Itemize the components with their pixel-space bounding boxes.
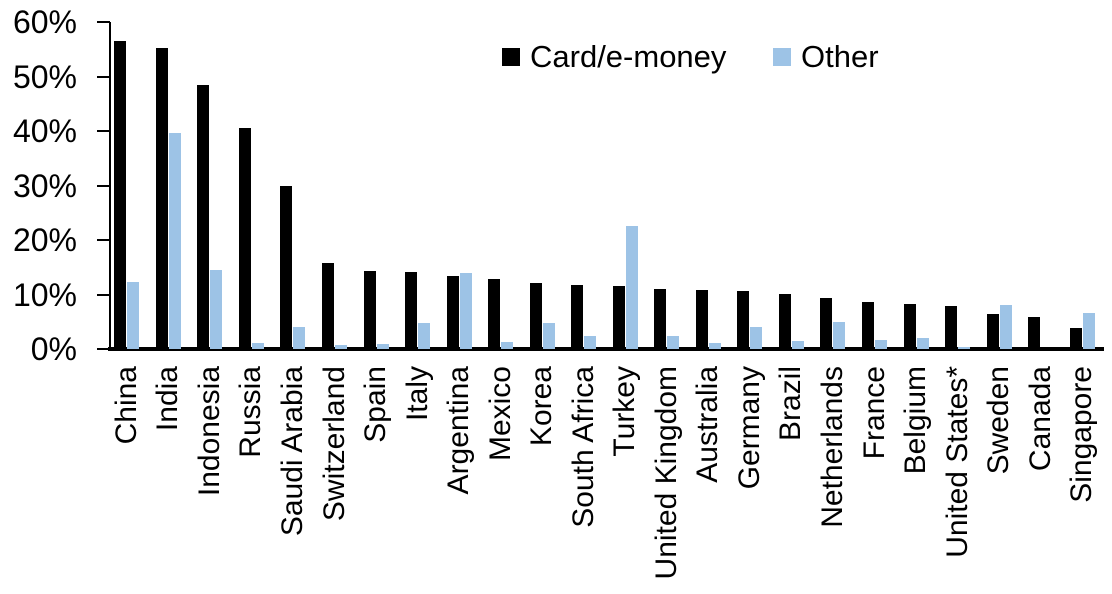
x-axis-label: Singapore — [1065, 366, 1099, 503]
other-bar — [251, 343, 264, 349]
x-axis-label: Spain — [359, 366, 392, 443]
x-axis-label: Netherlands — [815, 366, 849, 528]
y-tick-mark — [97, 75, 110, 78]
other-bar — [542, 322, 555, 349]
other-swatch-icon — [773, 48, 791, 66]
other-bar — [916, 337, 929, 349]
y-tick-label: 30% — [12, 167, 77, 204]
y-tick-mark — [97, 21, 110, 23]
other-bar — [210, 270, 223, 349]
other-bar — [667, 335, 680, 349]
card-e-money-bar — [363, 271, 376, 349]
x-axis-label: Switzerland — [317, 366, 351, 522]
y-tick-label: 0% — [30, 331, 77, 367]
y-axis-line — [109, 22, 111, 351]
card-e-money-bar — [654, 288, 667, 349]
x-axis-label: India — [151, 366, 185, 432]
other-bar — [875, 339, 887, 349]
y-tick-mark — [97, 293, 110, 296]
other-bar — [459, 273, 472, 349]
other-bar — [958, 347, 971, 349]
x-axis-label: South Africa — [566, 366, 600, 528]
other-bar — [791, 340, 804, 349]
x-axis-label: Australia — [691, 366, 725, 483]
x-axis-label: Mexico — [483, 366, 517, 462]
x-axis-label: China — [109, 366, 143, 445]
card-e-money-bar — [986, 313, 999, 349]
card-e-money-bar — [571, 285, 584, 349]
card-e-money-bar — [1028, 316, 1041, 349]
card-e-money-bar — [322, 262, 334, 349]
card-e-money-bar — [945, 305, 958, 349]
x-axis-label: France — [857, 366, 891, 460]
card-e-money-bar — [238, 127, 251, 349]
x-axis-label: Italy — [400, 366, 434, 422]
other-bar — [584, 335, 597, 349]
other-bar — [335, 344, 347, 349]
card-e-money-bar — [155, 48, 168, 349]
card-e-money-swatch-icon — [502, 48, 520, 66]
x-axis-label: Belgium — [899, 366, 932, 475]
other-bar — [625, 225, 638, 349]
y-tick-label: 60% — [12, 4, 77, 40]
legend-item-card-e-money: Card/e-money — [502, 39, 727, 74]
x-axis-label: United Kingdom — [649, 366, 683, 580]
card-e-money-bar — [903, 304, 916, 349]
other-bar — [127, 282, 140, 349]
x-axis-label: Sweden — [982, 366, 1016, 475]
y-tick-label: 40% — [12, 113, 77, 149]
card-e-money-bar — [405, 271, 417, 349]
card-e-money-bar — [446, 276, 459, 349]
x-axis-label: Korea — [525, 366, 559, 447]
x-axis-label: Indonesia — [192, 366, 226, 497]
y-tick-label: 10% — [12, 276, 77, 313]
card-e-money-bar — [1069, 327, 1082, 349]
y-tick-label: 50% — [12, 58, 77, 95]
card-e-money-bar — [529, 282, 542, 349]
y-tick-label: 20% — [12, 222, 77, 258]
x-axis-label: Germany — [732, 366, 766, 490]
x-axis-label: Argentina — [442, 366, 476, 495]
y-tick-mark — [97, 130, 110, 132]
other-bar — [376, 343, 389, 350]
card-e-money-bar — [778, 294, 791, 349]
card-e-money-bar — [197, 85, 210, 349]
legend-label-card-e-money: Card/e-money — [530, 39, 727, 74]
legend-label-other: Other — [801, 39, 879, 74]
x-axis-label: Russia — [234, 366, 268, 458]
card-e-money-bar — [280, 186, 293, 349]
y-tick-mark — [97, 184, 110, 187]
card-e-money-bar — [862, 302, 874, 349]
other-bar — [708, 342, 721, 349]
card-e-money-bar — [820, 298, 833, 349]
x-axis-label: Saudi Arabia — [275, 366, 309, 537]
card-e-money-bar — [737, 291, 750, 349]
x-axis-label: United States* — [940, 366, 974, 558]
legend-item-other: Other — [773, 39, 879, 74]
other-bar — [833, 321, 846, 350]
card-e-money-bar — [114, 41, 127, 349]
x-axis-label: Canada — [1023, 366, 1057, 472]
x-axis-label: Brazil — [774, 366, 808, 442]
y-tick-mark — [97, 348, 110, 350]
card-e-money-bar — [612, 285, 625, 349]
other-bar — [501, 341, 514, 349]
x-axis-label: Turkey — [608, 366, 642, 457]
card-e-money-bar — [695, 290, 708, 349]
x-axis-line — [108, 347, 1104, 351]
other-bar — [1082, 312, 1095, 349]
other-bar — [418, 323, 430, 349]
other-bar — [999, 304, 1012, 349]
card-e-money-bar — [488, 279, 501, 349]
other-bar — [750, 327, 763, 349]
other-bar — [293, 327, 306, 349]
other-bar — [168, 133, 181, 349]
y-tick-mark — [97, 239, 110, 241]
